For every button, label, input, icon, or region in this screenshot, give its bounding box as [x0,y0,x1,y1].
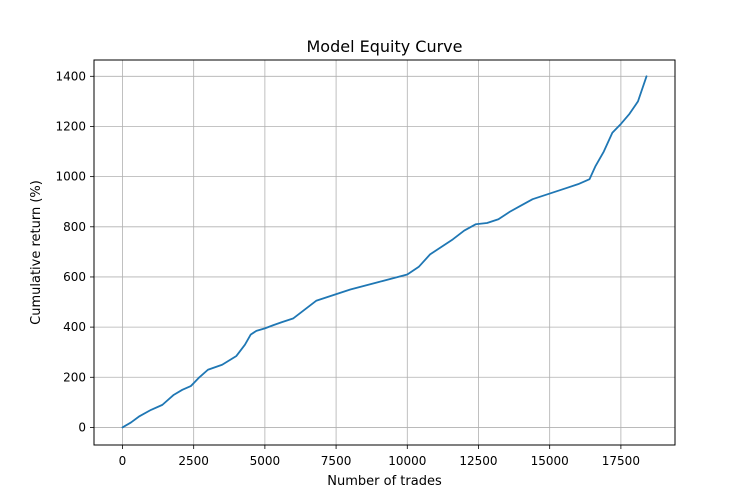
x-tick-label: 5000 [250,454,281,468]
y-axis-ticks: 0 200 400 600 800 1000 1200 1400 [55,69,94,434]
x-tick-label: 12500 [459,454,497,468]
y-tick-label: 1400 [55,69,86,83]
grid-lines [94,60,675,445]
x-tick-label: 17500 [602,454,640,468]
y-axis-label: Cumulative return (%) [29,180,44,325]
x-tick-label: 2500 [178,454,209,468]
y-tick-label: 600 [63,270,86,284]
plot-frame [93,59,676,446]
equity-curve-line [121,75,648,429]
y-tick-label: 1200 [55,119,86,133]
y-tick-label: 200 [63,370,86,384]
x-axis-ticks: 0 2500 5000 7500 10000 12500 15000 17500 [119,445,640,468]
x-tick-label: 15000 [531,454,569,468]
x-tick-label: 10000 [388,454,426,468]
y-tick-label: 400 [63,320,86,334]
y-tick-label: 800 [63,220,86,234]
x-tick-label: 7500 [321,454,352,468]
x-axis-label: Number of trades [327,474,442,489]
y-tick-label: 0 [78,420,86,434]
series-layer [121,75,648,429]
y-tick-label: 1000 [55,170,86,184]
chart-title: Model Equity Curve [306,37,462,56]
x-tick-label: 0 [119,454,127,468]
